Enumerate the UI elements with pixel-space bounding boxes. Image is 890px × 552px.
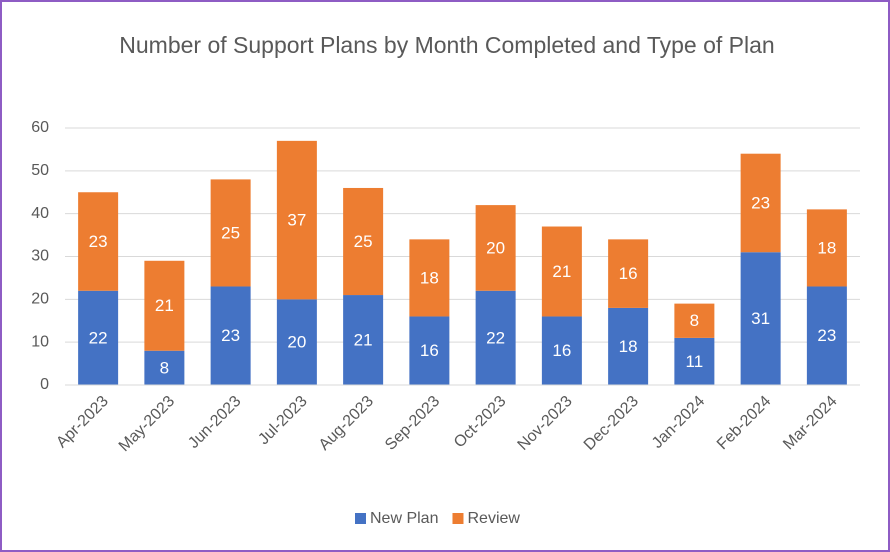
data-label: 8 [160, 358, 169, 377]
bar-segment [806, 286, 847, 385]
bar-segment [276, 299, 317, 385]
data-label: 11 [686, 352, 704, 371]
data-label: 21 [155, 296, 174, 315]
bar-segment [740, 153, 781, 253]
bar-segment [343, 187, 384, 296]
x-tick-label: Dec-2023 [581, 393, 642, 454]
bar-segment [608, 307, 649, 385]
bar-segment [409, 316, 450, 385]
data-label: 23 [221, 326, 240, 345]
data-label: 22 [486, 328, 505, 347]
data-label: 25 [354, 232, 373, 251]
x-tick-label: Sep-2023 [382, 393, 443, 454]
data-label: 37 [287, 211, 306, 230]
legend-swatch [355, 513, 366, 524]
y-tick-label: 30 [31, 248, 49, 265]
data-label: 21 [354, 331, 373, 350]
legend-label: Review [467, 510, 520, 527]
data-label: 25 [221, 223, 240, 242]
data-label: 18 [817, 238, 836, 257]
data-label: 18 [420, 268, 439, 287]
bar-segment [674, 337, 715, 385]
data-label: 23 [817, 326, 836, 345]
y-tick-label: 20 [31, 291, 49, 308]
y-tick-label: 0 [40, 376, 49, 393]
bar-segment [608, 239, 649, 308]
data-label: 16 [619, 264, 638, 283]
data-label: 16 [420, 341, 439, 360]
data-label: 21 [552, 262, 571, 281]
legend-label: New Plan [370, 510, 438, 527]
bar-segment [343, 295, 384, 385]
y-tick-label: 10 [31, 333, 49, 350]
data-label: 16 [552, 341, 571, 360]
chart-title: Number of Support Plans by Month Complet… [119, 32, 775, 58]
bar-segment [276, 140, 317, 300]
x-tick-label: Jun-2023 [185, 393, 244, 452]
bar-segment [78, 290, 119, 385]
x-tick-label: Jan-2024 [649, 393, 708, 452]
data-label: 8 [690, 311, 699, 330]
x-tick-label: Feb-2024 [714, 393, 775, 454]
bar-segment [144, 260, 185, 351]
bar-segment [475, 290, 516, 385]
data-label: 23 [89, 232, 108, 251]
x-tick-label: May-2023 [116, 393, 178, 455]
bar-segment [740, 252, 781, 385]
bar-segment [210, 286, 251, 385]
data-label: 31 [751, 309, 770, 328]
y-tick-label: 50 [31, 162, 49, 179]
x-tick-label: Mar-2024 [780, 393, 841, 454]
data-label: 23 [751, 193, 770, 212]
bar-segment [210, 179, 251, 287]
bar-segment [78, 192, 119, 291]
bar-segment [541, 226, 582, 317]
bar-segment [806, 209, 847, 287]
bar-segment [475, 205, 516, 291]
data-label: 20 [287, 333, 306, 352]
x-tick-label: Jul-2023 [255, 393, 311, 449]
x-tick-label: Apr-2023 [53, 393, 112, 452]
y-tick-label: 40 [31, 205, 49, 222]
bar-segment [144, 350, 185, 385]
x-tick-label: Oct-2023 [451, 393, 510, 452]
bar-segment [674, 303, 715, 338]
x-tick-label: Aug-2023 [316, 393, 377, 454]
data-label: 18 [619, 337, 638, 356]
data-label: 22 [89, 328, 108, 347]
data-label: 20 [486, 238, 505, 257]
y-tick-label: 60 [31, 119, 49, 136]
bar-segment [541, 316, 582, 385]
bar-segment [409, 239, 450, 317]
x-tick-label: Nov-2023 [515, 393, 576, 454]
legend-swatch [452, 513, 464, 524]
